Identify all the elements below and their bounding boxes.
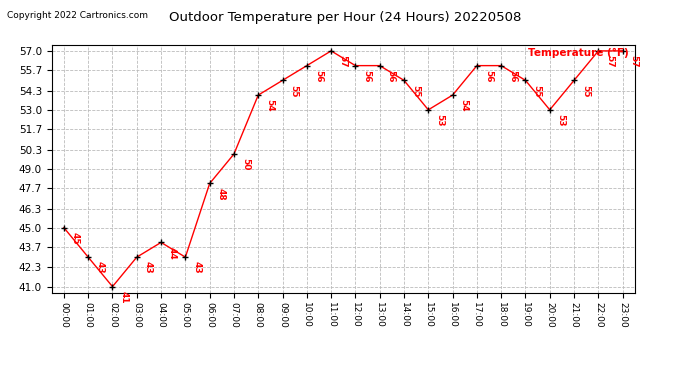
Text: 50: 50 [241,158,250,171]
Text: 48: 48 [217,188,226,200]
Text: 55: 55 [290,84,299,97]
Text: 53: 53 [557,114,566,126]
Text: 55: 55 [581,84,590,97]
Text: Copyright 2022 Cartronics.com: Copyright 2022 Cartronics.com [7,11,148,20]
Text: 57: 57 [605,55,614,68]
Text: 54: 54 [265,99,274,112]
Text: 44: 44 [168,247,177,259]
Text: 56: 56 [362,70,371,82]
Text: 57: 57 [629,55,639,68]
Text: 57: 57 [338,55,347,68]
Text: 54: 54 [460,99,469,112]
Text: 53: 53 [435,114,444,126]
Text: Outdoor Temperature per Hour (24 Hours) 20220508: Outdoor Temperature per Hour (24 Hours) … [169,11,521,24]
Text: 45: 45 [71,232,80,244]
Text: 55: 55 [533,84,542,97]
Text: 43: 43 [144,261,152,274]
Text: 43: 43 [95,261,104,274]
Text: 56: 56 [386,70,395,82]
Text: 56: 56 [484,70,493,82]
Text: 56: 56 [314,70,323,82]
Text: 43: 43 [193,261,201,274]
Text: Temperature (°F): Temperature (°F) [529,48,629,57]
Text: 56: 56 [508,70,517,82]
Text: 55: 55 [411,84,420,97]
Text: 41: 41 [119,291,128,303]
